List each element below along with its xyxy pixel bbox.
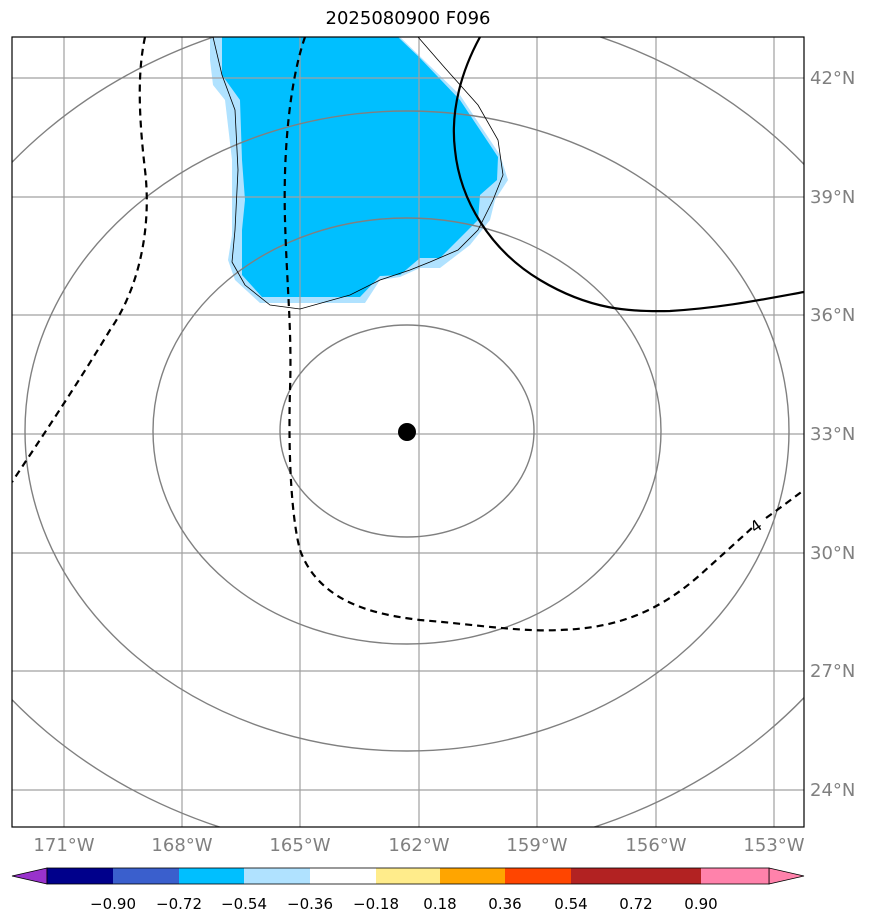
colorbar-tick: 0.18 [423,895,456,913]
lon-label: 153°W [743,835,804,856]
colorbar-extend-left [11,867,48,885]
colorbar-extend-right [768,867,805,885]
lon-label: 159°W [506,835,567,856]
colorbar-segment [440,868,505,884]
lon-label: 156°W [625,835,686,856]
colorbar-segment [636,868,701,884]
lat-label: 33°N [810,424,855,445]
colorbar: −0.90 −0.72 −0.54 −0.36 −0.18 0.18 0.36 … [11,867,805,913]
lon-label: 168°W [151,835,212,856]
lat-label: 42°N [810,68,855,89]
colorbar-tick: 0.90 [684,895,717,913]
colorbar-segment [244,868,310,884]
dashed-contours [12,37,804,632]
colorbar-segment [701,868,769,884]
lat-label: 27°N [810,661,855,682]
solid-contour [452,37,804,313]
lon-label: 171°W [33,835,94,856]
lat-label: 24°N [810,780,855,801]
map-title: 2025080900 F096 [325,8,491,29]
colorbar-segment [179,868,244,884]
colorbar-segment [505,868,571,884]
colorbar-tick: 0.54 [554,895,587,913]
colorbar-tick: −0.54 [221,895,267,913]
colorbar-segment [47,868,113,884]
map-area [12,37,804,827]
colorbar-border [46,867,770,885]
shaded-outline [212,37,504,310]
colorbar-segment [376,868,440,884]
colorbar-segment [113,868,179,884]
lat-label: 39°N [810,187,855,208]
lon-label: 162°W [388,835,449,856]
map-border [11,36,805,828]
contour-label: 4 [746,515,765,536]
storm-center-marker [398,423,416,441]
lat-label: 30°N [810,543,855,564]
colorbar-tick: −0.72 [156,895,202,913]
colorbar-ticks: −0.90 −0.72 −0.54 −0.36 −0.18 0.18 0.36 … [90,895,718,913]
colorbar-tick: −0.90 [90,895,136,913]
latitude-labels: 42°N 39°N 36°N 33°N 30°N 27°N 24°N [810,68,855,801]
colorbar-tick: −0.36 [287,895,333,913]
graticule [12,37,804,827]
range-rings [12,37,804,827]
colorbar-tick: 0.36 [488,895,521,913]
longitude-labels: 171°W 168°W 165°W 162°W 159°W 156°W 153°… [33,835,804,856]
lon-label: 165°W [269,835,330,856]
lat-label: 36°N [810,305,855,326]
colorbar-tick: −0.18 [353,895,399,913]
colorbar-tick: 0.72 [619,895,652,913]
colorbar-segment [310,868,376,884]
colorbar-segment [571,868,636,884]
